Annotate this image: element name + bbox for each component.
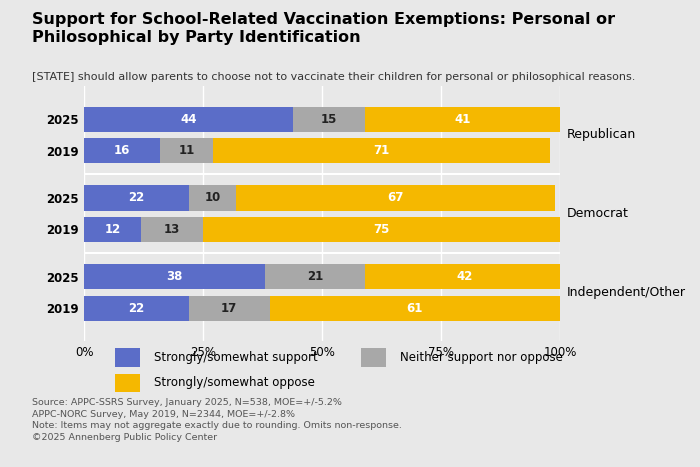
Bar [84,296,189,321]
Text: 38: 38 [167,270,183,283]
Text: 11: 11 [178,144,195,157]
Text: Independent/Other: Independent/Other [567,286,686,299]
Text: 75: 75 [373,223,390,236]
Bar [84,264,265,289]
Bar [115,374,140,392]
Bar [365,264,565,289]
Text: 71: 71 [373,144,390,157]
Bar [189,185,237,211]
Text: 21: 21 [307,270,323,283]
Text: [STATE] should allow parents to choose not to vaccinate their children for perso: [STATE] should allow parents to choose n… [32,72,635,82]
Bar [265,264,365,289]
Bar [160,138,213,163]
Text: Strongly/somewhat support: Strongly/somewhat support [154,351,318,364]
Text: Source: APPC-SSRS Survey, January 2025, N=538, MOE=+/-5.2%
APPC-NORC Survey, May: Source: APPC-SSRS Survey, January 2025, … [32,398,401,442]
Text: 61: 61 [407,302,423,315]
Bar [203,217,560,242]
Text: Republican: Republican [567,128,636,142]
Bar [84,138,160,163]
Text: 15: 15 [321,113,337,126]
Text: 13: 13 [164,223,180,236]
Text: 22: 22 [128,302,144,315]
Text: 42: 42 [456,270,473,283]
Bar [141,217,203,242]
Bar [293,106,365,132]
Text: 22: 22 [128,191,144,205]
Bar [189,296,270,321]
Bar [361,348,386,367]
Text: Strongly/somewhat oppose: Strongly/somewhat oppose [154,376,315,389]
Bar [213,138,550,163]
Text: 44: 44 [181,113,197,126]
Bar [237,185,555,211]
Text: 16: 16 [114,144,130,157]
Text: 10: 10 [204,191,220,205]
Text: Democrat: Democrat [567,207,629,220]
Bar [270,296,560,321]
Text: 67: 67 [388,191,404,205]
Text: 12: 12 [104,223,120,236]
Bar [115,348,140,367]
Bar [84,185,189,211]
Bar [365,106,560,132]
Text: 41: 41 [454,113,470,126]
Bar [84,106,293,132]
Text: Neither support nor oppose: Neither support nor oppose [400,351,564,364]
Bar [84,217,141,242]
Text: Support for School-Related Vaccination Exemptions: Personal or
Philosophical by : Support for School-Related Vaccination E… [32,12,615,45]
Text: 17: 17 [221,302,237,315]
